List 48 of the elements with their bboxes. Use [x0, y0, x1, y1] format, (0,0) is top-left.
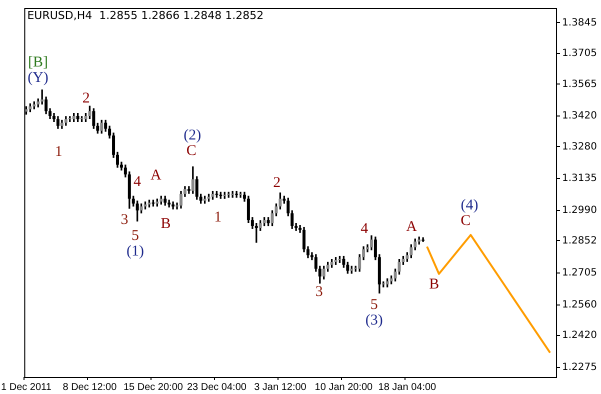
annotation: (4) [460, 198, 478, 214]
x-tick-label: 1 Dec 2011 [1, 382, 52, 393]
candlestick [235, 190, 238, 198]
x-tick-label: 15 Dec 20:00 [123, 382, 184, 393]
x-tick-label: 3 Jan 12:00 [254, 382, 307, 393]
annotation: A [406, 219, 418, 235]
x-tick-label: 8 Dec 12:00 [62, 382, 118, 393]
y-tick-label: 1.3420 [562, 110, 598, 122]
y-tick-label: 1.2852 [562, 235, 598, 246]
annotation: 2 [82, 90, 90, 106]
annotation: C [186, 143, 196, 160]
annotation: (3) [365, 312, 383, 328]
annotation: (Y) [28, 70, 48, 86]
y-tick-label: 1.3565 [562, 78, 598, 90]
candlestick [187, 186, 190, 194]
y-tick-label: 1.2990 [562, 204, 598, 216]
annotation: 1 [54, 144, 62, 160]
y-tick-label: 1.3705 [562, 48, 598, 60]
annotation: 3 [120, 212, 128, 228]
x-tick-label: 23 Dec 04:00 [186, 382, 247, 393]
y-tick-label: 1.2275 [562, 362, 598, 373]
annotation: (2) [184, 127, 202, 144]
y-tick-label: 1.3845 [562, 17, 598, 28]
x-tick-label: 18 Jan 04:00 [378, 382, 437, 393]
candlestick [231, 190, 234, 198]
annotation: 5 [370, 296, 378, 313]
chart-title: EURUSD,H4 1.2855 1.2866 1.2848 1.2852 [27, 8, 264, 22]
y-tick-label: 1.2705 [562, 268, 598, 279]
y-tick-label: 1.3135 [562, 173, 598, 184]
candlestick [422, 237, 425, 242]
annotation: B [160, 216, 171, 232]
y-tick-label: 1.2560 [562, 299, 598, 310]
annotation: C [460, 213, 471, 230]
annotation: (1) [126, 243, 144, 260]
annotation: 5 [132, 228, 140, 244]
annotation: B [429, 276, 440, 292]
annotation: A [150, 167, 162, 184]
annotation: [B] [28, 54, 48, 70]
candlestick [239, 192, 242, 198]
y-tick-label: 1.3280 [562, 141, 598, 152]
y-tick-label: 1.2420 [562, 330, 598, 342]
annotation: 1 [214, 209, 222, 226]
annotation: 2 [273, 175, 281, 192]
annotation: 4 [134, 174, 142, 190]
candlestick [172, 202, 175, 210]
annotation: 4 [360, 220, 369, 237]
annotation: 3 [315, 284, 323, 300]
x-tick-label: 10 Jan 20:00 [314, 382, 374, 393]
